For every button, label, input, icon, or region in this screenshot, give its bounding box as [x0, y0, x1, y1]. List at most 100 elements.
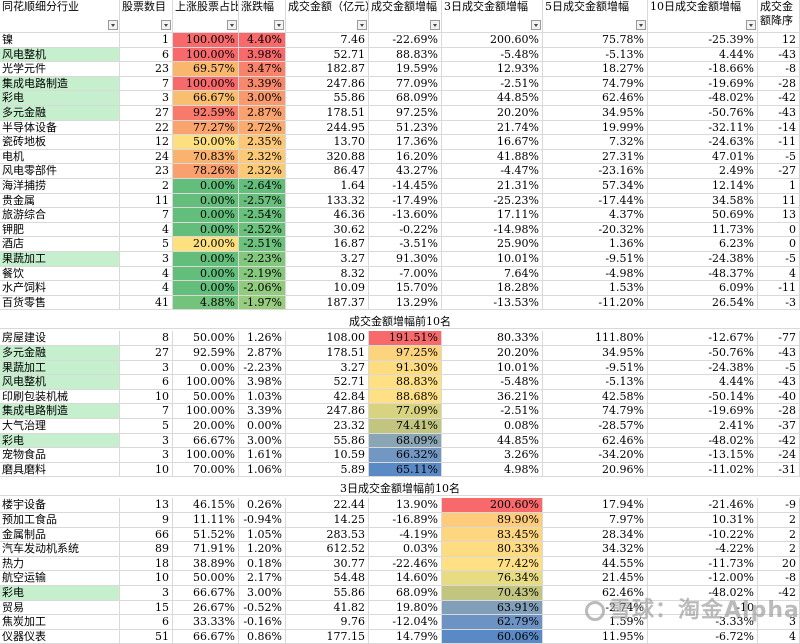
cell-inc3[interactable]: -25.23% [442, 193, 543, 209]
cell-chg[interactable]: -2.64% [239, 179, 286, 194]
cell-name[interactable]: 集成电路制造 [0, 404, 120, 419]
cell-up[interactable]: 70.00% [173, 462, 239, 478]
cell-count[interactable]: 3 [120, 433, 173, 449]
cell-name[interactable]: 预加工食品 [0, 513, 120, 528]
cell-inc3[interactable]: 25.90% [442, 237, 543, 252]
cell-rank[interactable]: -43 [758, 346, 800, 361]
cell-inc10[interactable]: -50.76% [648, 106, 758, 121]
cell-rank[interactable]: -5 [758, 252, 800, 267]
cell-count[interactable]: 15 [120, 600, 173, 616]
cell-rank[interactable]: -3 [758, 295, 800, 311]
cell-inc[interactable]: 74.41% [369, 419, 442, 434]
cell-amt[interactable]: 46.36 [286, 208, 369, 223]
filter-dropdown-icon[interactable] [636, 20, 646, 30]
cell-up[interactable]: 4.88% [173, 295, 239, 311]
cell-inc3[interactable]: -5.48% [442, 47, 543, 63]
cell-rank[interactable]: -43 [758, 47, 800, 63]
cell-chg[interactable]: 1.03% [239, 389, 286, 405]
cell-amt[interactable]: 5.89 [286, 462, 369, 478]
cell-inc5[interactable]: 1.36% [543, 237, 648, 252]
cell-inc10[interactable]: -48.37% [648, 266, 758, 282]
cell-name[interactable]: 大气治理 [0, 419, 120, 434]
cell-inc[interactable]: -0.22% [369, 222, 442, 238]
cell-chg[interactable]: -0.94% [239, 513, 286, 528]
cell-rank[interactable]: -77 [758, 331, 800, 346]
cell-inc5[interactable]: -34.20% [543, 448, 648, 463]
cell-inc10[interactable]: -48.02% [648, 433, 758, 449]
cell-name[interactable]: 钾肥 [0, 222, 120, 238]
cell-amt[interactable]: 133.32 [286, 193, 369, 209]
cell-chg[interactable]: 3.00% [239, 91, 286, 106]
cell-name[interactable]: 彩电 [0, 433, 120, 449]
cell-name[interactable]: 果蔬加工 [0, 252, 120, 267]
cell-amt[interactable]: 244.95 [286, 120, 369, 136]
cell-inc10[interactable]: 12.14% [648, 179, 758, 194]
cell-count[interactable]: 41 [120, 295, 173, 311]
cell-up[interactable]: 100.00% [173, 76, 239, 92]
cell-inc5[interactable]: 1.53% [543, 281, 648, 296]
cell-inc[interactable]: -3.51% [369, 237, 442, 252]
filter-dropdown-icon[interactable] [227, 20, 237, 30]
cell-inc10[interactable]: -18.66% [648, 62, 758, 77]
cell-chg[interactable]: 2.72% [239, 120, 286, 136]
cell-name[interactable]: 汽车发动机系统 [0, 542, 120, 557]
cell-rank[interactable]: 12 [758, 33, 800, 48]
column-header-count[interactable]: 股票数目 [120, 0, 173, 33]
cell-up[interactable]: 71.91% [173, 542, 239, 557]
cell-inc3[interactable]: 17.11% [442, 208, 543, 223]
cell-name[interactable]: 贵金属 [0, 193, 120, 209]
cell-chg[interactable]: 3.00% [239, 586, 286, 601]
cell-inc3[interactable]: 76.34% [442, 571, 543, 586]
cell-up[interactable]: 66.67% [173, 629, 239, 644]
cell-name[interactable]: 海洋捕捞 [0, 179, 120, 194]
cell-chg[interactable]: 2.35% [239, 135, 286, 150]
cell-up[interactable]: 0.00% [173, 252, 239, 267]
cell-name[interactable]: 多元金融 [0, 106, 120, 121]
cell-up[interactable]: 100.00% [173, 47, 239, 63]
cell-up[interactable]: 50.00% [173, 135, 239, 150]
filter-dropdown-icon[interactable] [531, 20, 541, 30]
column-header-amt[interactable]: 成交金额（亿元） [286, 0, 369, 33]
cell-chg[interactable]: -2.54% [239, 208, 286, 223]
cell-rank[interactable]: -43 [758, 375, 800, 390]
cell-inc5[interactable]: 62.46% [543, 433, 648, 449]
cell-inc[interactable]: 88.83% [369, 375, 442, 390]
cell-inc3[interactable]: 60.06% [442, 629, 543, 644]
cell-inc10[interactable]: -19.69% [648, 76, 758, 92]
cell-inc5[interactable]: -4.98% [543, 266, 648, 282]
cell-name[interactable]: 百货零售 [0, 295, 120, 311]
cell-up[interactable]: 78.26% [173, 164, 239, 179]
cell-inc10[interactable]: 10.31% [648, 513, 758, 528]
filter-dropdown-icon[interactable] [274, 20, 284, 30]
cell-inc10[interactable]: 4.44% [648, 375, 758, 390]
column-header-inc5[interactable]: 5日成交金额增幅 [543, 0, 648, 33]
cell-inc[interactable]: 14.79% [369, 629, 442, 644]
cell-name[interactable]: 多元金融 [0, 346, 120, 361]
cell-name[interactable]: 果蔬加工 [0, 360, 120, 376]
cell-inc[interactable]: 14.60% [369, 571, 442, 586]
cell-inc[interactable]: 13.90% [369, 498, 442, 513]
cell-rank[interactable]: 2 [758, 513, 800, 528]
cell-inc10[interactable]: 47.01% [648, 149, 758, 165]
cell-chg[interactable]: 2.32% [239, 164, 286, 179]
cell-chg[interactable]: -0.52% [239, 600, 286, 616]
cell-amt[interactable]: 16.87 [286, 237, 369, 252]
cell-name[interactable]: 集成电路制造 [0, 76, 120, 92]
column-header-inc[interactable]: 成交金额增幅 [369, 0, 442, 33]
cell-inc5[interactable]: 42.58% [543, 389, 648, 405]
cell-inc3[interactable]: 20.20% [442, 346, 543, 361]
cell-chg[interactable]: 4.40% [239, 33, 286, 48]
cell-inc3[interactable]: 80.33% [442, 331, 543, 346]
cell-count[interactable]: 1 [120, 33, 173, 48]
cell-inc10[interactable]: -6.72% [648, 629, 758, 644]
cell-inc5[interactable]: -5.13% [543, 375, 648, 390]
cell-inc[interactable]: 91.30% [369, 252, 442, 267]
cell-chg[interactable]: -2.23% [239, 360, 286, 376]
cell-up[interactable]: 50.00% [173, 331, 239, 346]
cell-rank[interactable]: -14 [758, 120, 800, 136]
cell-inc[interactable]: 88.83% [369, 47, 442, 63]
cell-inc10[interactable]: -50.14% [648, 389, 758, 405]
cell-inc3[interactable]: 36.21% [442, 389, 543, 405]
cell-count[interactable]: 23 [120, 164, 173, 179]
cell-inc5[interactable]: 75.78% [543, 33, 648, 48]
